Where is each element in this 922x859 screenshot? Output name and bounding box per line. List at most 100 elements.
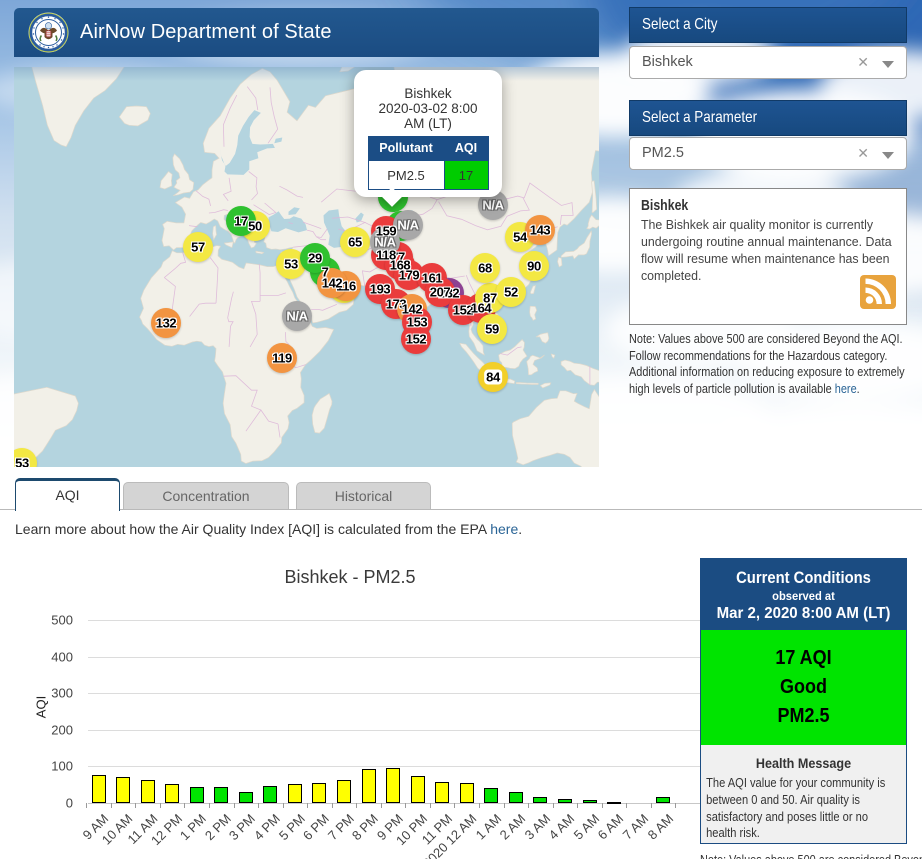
- popup-city: Bishkek: [404, 86, 452, 101]
- side-note-link[interactable]: here: [834, 380, 857, 396]
- chart-bar[interactable]: [165, 783, 180, 803]
- chart-xlabel: 3 PM: [226, 811, 259, 844]
- learn-more-after: .: [518, 521, 523, 537]
- chart-bar[interactable]: [337, 779, 351, 803]
- learn-more-link[interactable]: here: [490, 521, 519, 537]
- world-aqi-map[interactable]: 50 17 57 53 116 7 29 142 132 N/A 119 53 65 159 N/A 77 11…: [14, 67, 599, 467]
- page-title: AirNow Department of State: [80, 21, 332, 43]
- aqi-marker[interactable]: [282, 301, 312, 331]
- aqi-marker[interactable]: [470, 253, 500, 283]
- parameter-select[interactable]: PM2.5 ✕: [629, 137, 907, 170]
- chart-gridline: [88, 693, 704, 695]
- aqi-marker[interactable]: [151, 308, 181, 338]
- tab-historical[interactable]: Historical: [296, 482, 431, 509]
- aqi-marker[interactable]: [267, 343, 297, 373]
- chart-bar[interactable]: [607, 802, 622, 804]
- tab-aqi[interactable]: AQI: [15, 478, 120, 511]
- chart-bar[interactable]: [140, 780, 155, 803]
- chart-xtick: [601, 803, 603, 808]
- chart-xlabel: 5 AM: [570, 811, 603, 843]
- chart-xlabel: 2 PM: [201, 811, 234, 844]
- chart-xtick: [331, 803, 333, 808]
- chart-xtick: [626, 803, 628, 808]
- side-note: Note: Values above 500 are considered Be…: [629, 331, 907, 397]
- aqi-marker[interactable]: [183, 232, 213, 262]
- chart-bar[interactable]: [238, 792, 253, 803]
- chart-xtick: [528, 803, 530, 808]
- chart-bar[interactable]: [386, 767, 401, 803]
- popup-aqi-cell: 17: [443, 160, 489, 190]
- aqi-marker-label: 164: [470, 300, 492, 316]
- aqi-marker[interactable]: [401, 324, 431, 354]
- city-select[interactable]: Bishkek ✕: [629, 46, 907, 79]
- tab-concentration[interactable]: Concentration: [123, 482, 289, 509]
- chart-bar[interactable]: [287, 784, 302, 803]
- chart-ytick: 200: [51, 722, 73, 738]
- aqi-marker-label: 132: [155, 315, 177, 331]
- chart-bar[interactable]: [189, 786, 204, 803]
- chart-xlabel: 5 PM: [275, 811, 308, 844]
- popup-col-pollutant: Pollutant: [367, 136, 445, 161]
- rss-icon[interactable]: [860, 275, 896, 314]
- chart-xtick: [208, 803, 210, 808]
- chart-bar[interactable]: [263, 785, 278, 803]
- bottom-note: Note: Values above 500 are considered Be…: [700, 852, 922, 859]
- chart-bar[interactable]: [312, 782, 327, 803]
- chart-xlabel: 7 PM: [324, 811, 357, 844]
- chart-bar[interactable]: [557, 799, 572, 803]
- info-box-body: The Bishkek air quality monitor is curre…: [641, 217, 892, 283]
- learn-more-text: Learn more about how the Air Quality Ind…: [15, 521, 522, 537]
- aqi-marker[interactable]: [14, 448, 37, 467]
- select-city-title: Select a City: [642, 16, 718, 33]
- aqi-marker-label: 52: [504, 284, 518, 300]
- aqi-marker[interactable]: [226, 206, 256, 236]
- aqi-marker-label: 7: [321, 264, 329, 280]
- aqi-marker-label: N/A: [482, 197, 504, 213]
- chart-bar[interactable]: [116, 777, 131, 803]
- chart-bar[interactable]: [459, 783, 474, 803]
- parameter-select-value: PM2.5: [642, 145, 684, 161]
- department-of-state-seal-icon: [28, 12, 69, 53]
- popup-table: Pollutant AQI PM2.5 17: [367, 136, 489, 190]
- aqi-marker-label: 173: [385, 296, 407, 312]
- chart-bar[interactable]: [533, 796, 548, 803]
- city-select-value: Bishkek: [642, 54, 693, 70]
- aqi-marker-label: 207: [429, 284, 451, 300]
- chart-xlabel: 6 AM: [595, 811, 627, 843]
- parameter-caret-icon[interactable]: [882, 152, 894, 159]
- aqi-marker-label: 29: [308, 250, 322, 266]
- aqi-marker[interactable]: [496, 277, 526, 307]
- aqi-marker-label: 193: [369, 281, 391, 297]
- parameter-clear-icon[interactable]: ✕: [857, 145, 869, 161]
- chart-bar[interactable]: [582, 799, 597, 803]
- aqi-marker[interactable]: [519, 251, 549, 281]
- chart-xlabel: 2 AM: [496, 811, 529, 843]
- chart-gridline: [88, 766, 704, 768]
- chart-bar[interactable]: [435, 781, 450, 803]
- aqi-marker[interactable]: [477, 314, 507, 344]
- aqi-marker-label: 53: [284, 256, 298, 272]
- city-clear-icon[interactable]: ✕: [857, 54, 869, 70]
- city-caret-icon[interactable]: [882, 61, 894, 68]
- chart-bar[interactable]: [361, 768, 376, 803]
- chart-xtick: [233, 803, 235, 808]
- chart-title: Bishkek - PM2.5: [284, 567, 416, 587]
- chart-bar[interactable]: [656, 796, 671, 803]
- aqi-marker[interactable]: [300, 243, 330, 273]
- chart-bar[interactable]: [484, 787, 499, 803]
- chart-bar[interactable]: [508, 792, 523, 803]
- chart-bar[interactable]: [91, 775, 106, 803]
- aqi-marker[interactable]: [340, 227, 370, 257]
- chart-xtick: [650, 803, 652, 808]
- chart-xtick: [356, 803, 358, 808]
- aqi-marker[interactable]: [317, 268, 347, 298]
- tab-historical-label: Historical: [334, 488, 393, 504]
- popup-datetime-line1: 2020-03-02 8:00: [378, 101, 478, 116]
- aqi-marker-label: 153: [406, 314, 428, 330]
- aqi-marker[interactable]: [525, 215, 555, 245]
- chart-bar[interactable]: [410, 775, 425, 803]
- current-conditions-subtitle: observed at: [772, 589, 835, 603]
- aqi-marker-label: 77: [391, 249, 405, 265]
- current-conditions-header: Current Conditions observed at Mar 2, 20…: [701, 559, 906, 630]
- chart-bar[interactable]: [214, 786, 229, 803]
